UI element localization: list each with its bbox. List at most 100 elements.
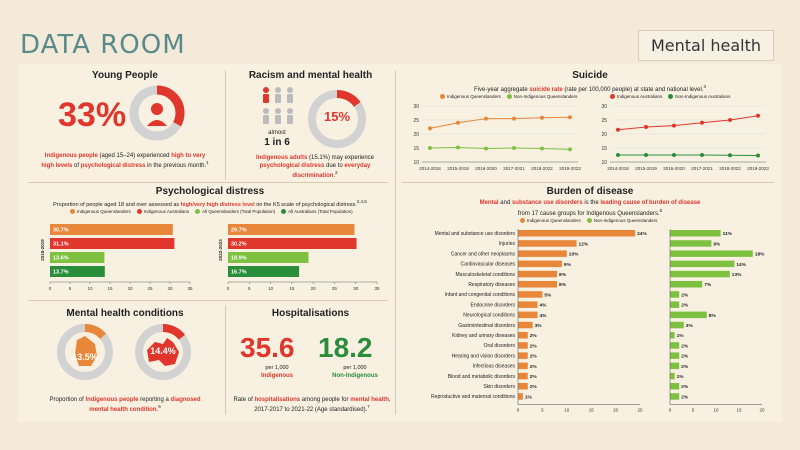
data-point xyxy=(456,145,460,150)
burden-bar-indigenous xyxy=(518,270,558,278)
hospital-ind-label: Indigenous xyxy=(261,373,293,379)
racism-donut xyxy=(308,90,366,148)
bar-value-label: 13% xyxy=(732,272,742,278)
bar-value-label: 2% xyxy=(681,394,689,400)
divider xyxy=(395,70,396,415)
x-tick-label: 5 xyxy=(248,286,251,291)
bar-value-label: 16.7% xyxy=(231,270,247,276)
racism-caption: Indigenous adults (15.1%) may experience… xyxy=(255,155,375,180)
bar-value-label: 30.7% xyxy=(53,228,69,234)
bar-value-label: 30.2% xyxy=(231,242,247,248)
distress-bar xyxy=(228,252,309,263)
bar-value-label: 1% xyxy=(677,374,685,380)
burden-bar-nonindigenous xyxy=(670,230,721,237)
aus-value: 14.4% xyxy=(150,346,176,356)
burden-bar-nonindigenous xyxy=(670,393,680,400)
bar-value-label: 2% xyxy=(681,343,689,349)
bar-value-label: 2% xyxy=(681,292,689,298)
data-point xyxy=(756,113,760,118)
distress-bar xyxy=(50,224,173,235)
x-tick-label: 2015-2019 xyxy=(447,166,469,171)
x-tick-label: 2019-2023 xyxy=(559,166,581,171)
burden-bar-indigenous xyxy=(518,240,577,247)
bar-value-label: 5% xyxy=(544,292,552,298)
x-tick-label: 15 xyxy=(289,286,295,291)
data-point xyxy=(456,120,460,125)
x-tick-label: 25 xyxy=(637,407,643,412)
category-label: Kidney and urinary diseases xyxy=(452,333,515,339)
y-tick-label: 10 xyxy=(601,160,607,166)
hospital-caption: Rate of hospitalisations among people fo… xyxy=(233,397,391,414)
racism-stat: 15% xyxy=(323,109,351,124)
data-point xyxy=(568,147,572,152)
psych-chart-2018: 2018-2019 30.7% 31.1% 13.6% 13.7% 0 5 10 15 20 25 3… xyxy=(40,224,193,291)
data-point xyxy=(672,123,676,128)
category-label: Injuries xyxy=(499,241,516,247)
distress-bar xyxy=(50,266,105,277)
burden-bar-nonindigenous xyxy=(670,321,684,329)
burden-subtitle: Mental and substance use disorders is th… xyxy=(479,200,701,206)
burden-bar-indigenous xyxy=(518,250,567,257)
burden-bar-nonindigenous xyxy=(670,301,680,308)
burden-bar-nonindigenous xyxy=(670,332,675,339)
bar-value-label: 13.6% xyxy=(53,256,69,262)
burden-bar-indigenous xyxy=(518,321,533,329)
category-label: Cancer and other neoplasms xyxy=(451,251,516,257)
bar-value-label: 10% xyxy=(569,252,579,258)
x-tick-label: 0 xyxy=(669,407,672,412)
bar-value-label: 4% xyxy=(540,303,548,309)
x-tick-label: 0 xyxy=(517,407,520,412)
x-tick-label: 5 xyxy=(69,286,72,291)
category-label: Mental and substance use disorders xyxy=(435,231,516,237)
distress-bar xyxy=(228,266,300,277)
racism-almost: almost xyxy=(268,130,286,136)
burden-bar-nonindigenous xyxy=(670,260,735,268)
x-tick-label: 2015-2019 xyxy=(635,166,657,171)
hospital-ind-per: per 1,000 xyxy=(265,365,289,371)
bar-value-label: 2% xyxy=(681,303,689,309)
category-label: Respiratory diseases xyxy=(468,282,515,288)
hospital-title: Hospitalisations xyxy=(271,308,350,319)
y-tick-label: 30 xyxy=(413,104,419,110)
bar-value-label: 8% xyxy=(559,272,567,278)
category-label: Oral disorders xyxy=(484,343,516,349)
burden-bar-indigenous xyxy=(518,362,528,370)
category-label: Cardiovascular diseases xyxy=(461,262,516,268)
data-point xyxy=(428,146,432,150)
x-tick-label: 15 xyxy=(589,407,595,412)
burden-bar-nonindigenous xyxy=(670,311,707,319)
y-tick-label: 20 xyxy=(601,132,607,138)
data-point xyxy=(428,126,432,131)
burden-bar-indigenous xyxy=(518,291,543,298)
bar-value-label: 2% xyxy=(681,384,689,390)
category-label: Infant and congenital conditions xyxy=(445,292,516,298)
x-tick-label: 0 xyxy=(49,286,52,291)
category-label: Endocrine disorders xyxy=(471,302,516,308)
distress-bar xyxy=(228,224,355,235)
burden-bar-nonindigenous xyxy=(670,372,675,380)
data-point xyxy=(672,153,676,157)
young-people-caption: Indigenous people (aged 15–24) experienc… xyxy=(41,153,209,170)
psych-legend: Indigenous Queenslanders Indigenous Aust… xyxy=(70,209,353,215)
divider xyxy=(225,305,226,415)
x-tick-label: 35 xyxy=(374,286,380,291)
distress-bar xyxy=(228,238,357,249)
data-point xyxy=(512,146,516,150)
data-point xyxy=(540,146,544,151)
x-tick-label: 15 xyxy=(736,407,742,412)
category-label: Infectious diseases xyxy=(472,364,515,370)
bar-value-label: 2% xyxy=(681,354,689,360)
data-point xyxy=(644,153,648,157)
x-tick-label: 30 xyxy=(167,286,173,291)
divider xyxy=(225,70,226,180)
bar-value-label: 2% xyxy=(530,333,538,339)
x-tick-label: 2019-2023 xyxy=(747,166,769,171)
bar-value-label: 9% xyxy=(713,241,721,247)
data-point xyxy=(616,127,620,132)
data-point xyxy=(700,153,704,157)
x-tick-label: 25 xyxy=(147,286,153,291)
psych-title: Psychological distress xyxy=(155,186,265,197)
australia-map-icon xyxy=(135,324,191,380)
hospital-non-per: per 1,000 xyxy=(343,365,367,371)
data-point xyxy=(484,146,488,151)
